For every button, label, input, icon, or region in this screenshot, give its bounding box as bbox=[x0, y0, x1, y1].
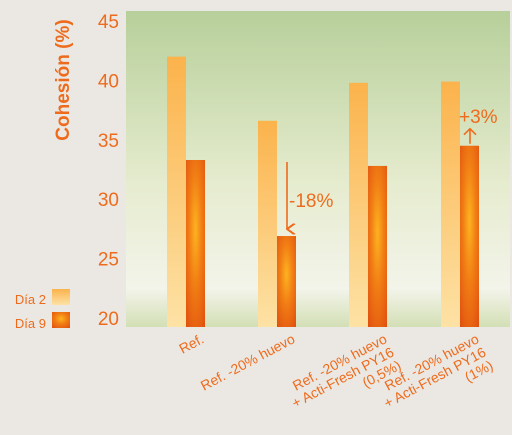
legend: Día 2 Día 9 bbox=[15, 289, 70, 331]
bar-dia9 bbox=[368, 165, 387, 327]
y-tick-label: 30 bbox=[98, 190, 119, 211]
bar-dia9 bbox=[277, 236, 296, 327]
bar-dia2 bbox=[167, 56, 186, 327]
y-tick-label: 45 bbox=[98, 12, 119, 33]
x-tick-label: Ref. -20% huevo+ Acti-Fresh PY16(1%) bbox=[374, 330, 496, 424]
annotation-label: -18% bbox=[289, 191, 333, 212]
legend-swatch-dia9 bbox=[52, 312, 70, 328]
annotations: -18% +3% bbox=[287, 107, 498, 229]
bar-dia9 bbox=[460, 145, 479, 327]
bar-dia9 bbox=[186, 159, 205, 327]
y-tick-label: 25 bbox=[98, 250, 119, 271]
legend-label-dia2: Día 2 bbox=[15, 292, 46, 307]
bar-dia2 bbox=[441, 81, 460, 327]
y-tick-label: 35 bbox=[98, 131, 119, 152]
y-axis-label: Cohesión (%) bbox=[53, 19, 74, 140]
bar-dia2 bbox=[349, 82, 368, 327]
y-axis: 20 25 30 35 40 45 bbox=[98, 12, 119, 330]
x-tick-label: Ref. -20% huevo bbox=[198, 330, 298, 393]
y-tick-label: 40 bbox=[98, 71, 119, 92]
x-tick-label: Ref. bbox=[176, 331, 206, 357]
y-tick-label: 20 bbox=[98, 309, 119, 330]
legend-label-dia9: Día 9 bbox=[15, 316, 46, 331]
annotation-label: +3% bbox=[459, 107, 498, 128]
legend-swatch-dia2 bbox=[52, 289, 70, 305]
annotation-arrow-up bbox=[463, 127, 477, 144]
x-axis: Ref.Ref. -20% huevo Ref. -20% huevo+ Acti… bbox=[176, 330, 496, 424]
bars bbox=[167, 56, 479, 328]
bar-dia2 bbox=[258, 120, 277, 328]
